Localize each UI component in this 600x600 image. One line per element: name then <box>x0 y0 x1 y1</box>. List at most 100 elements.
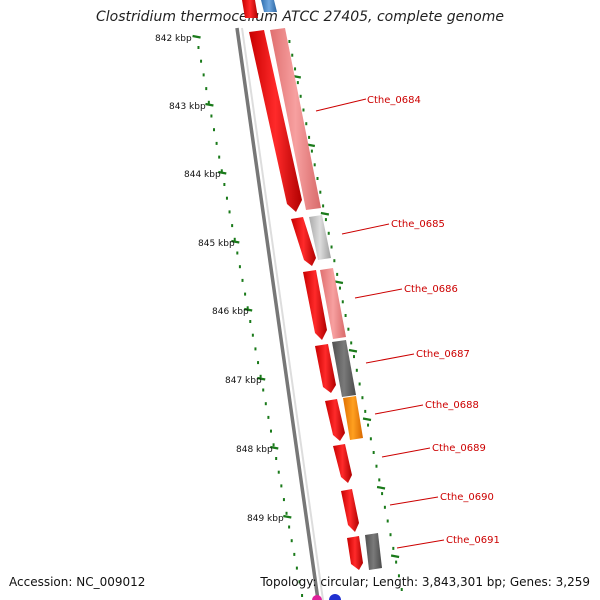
cds-category-blocks <box>261 0 382 570</box>
scale-major-tick <box>257 376 266 381</box>
outer-ring-dot <box>330 245 333 249</box>
accession-text: Accession: NC_009012 <box>9 575 146 589</box>
scale-dot <box>238 265 241 269</box>
scale-dot <box>200 59 203 63</box>
scale-dot <box>301 594 304 597</box>
scale-dot <box>293 552 296 556</box>
scale-dot <box>285 511 288 515</box>
outer-ring-dot <box>336 272 339 276</box>
scale-dot <box>267 415 270 419</box>
outer-ring-dot <box>355 368 358 372</box>
scale-label: 849 kbp <box>247 514 284 524</box>
scale-dot <box>277 470 280 474</box>
outer-ring-dot <box>400 588 403 591</box>
scale-dot <box>231 224 234 228</box>
scale-dot <box>259 374 262 378</box>
category-block-0684 <box>270 28 321 210</box>
outer-ring-dot <box>389 533 392 537</box>
outer-ring-dot <box>327 231 330 235</box>
leader-line-0689 <box>381 447 431 458</box>
cds-arrow-0686 <box>303 270 327 340</box>
scale-dot <box>298 580 301 584</box>
cds-arrow-0684 <box>249 30 302 212</box>
outer-ring-dot <box>291 53 294 57</box>
scale-dot <box>220 169 223 173</box>
outer-ring-tick <box>362 417 372 422</box>
outer-ring-dot <box>397 574 400 578</box>
outer-ring-dot <box>294 67 297 71</box>
cds-arrow-0688 <box>325 399 345 441</box>
category-block-0685 <box>309 215 331 260</box>
scale-dot <box>244 292 247 296</box>
outer-ring-dot <box>338 286 341 290</box>
scale-dot <box>288 525 291 529</box>
gene-label: Cthe_0685 <box>391 219 445 230</box>
leader-line-0685 <box>341 223 390 235</box>
gene-label: Cthe_0691 <box>446 535 500 546</box>
gene-label: Cthe_0689 <box>432 443 486 454</box>
scale-dot <box>202 73 205 77</box>
cds-arrow-0687 <box>315 344 336 393</box>
outer-ring-dot <box>381 492 384 496</box>
map-title: Clostridium thermocellum ATCC 27405, com… <box>96 9 504 25</box>
scale-label: 846 kbp <box>212 307 249 317</box>
scale-dot <box>282 498 285 502</box>
scale-dot <box>236 251 239 255</box>
leader-line-0684 <box>315 98 367 112</box>
outer-ring-dot <box>395 560 398 564</box>
outer-ring-tick <box>390 554 400 559</box>
outer-ring-dot <box>372 451 375 454</box>
scale-dot <box>249 320 252 323</box>
feature-dot-blue <box>329 594 341 600</box>
outer-ring-dot <box>358 382 361 386</box>
scale-dot <box>241 278 244 282</box>
scale-dot <box>257 361 260 365</box>
outer-ring-dot <box>378 478 381 482</box>
scale-labels: 842 kbp 843 kbp 844 kbp 845 kbp 846 kbp … <box>155 34 284 524</box>
gene-label: Cthe_0684 <box>367 95 421 106</box>
category-block-0691 <box>365 533 382 570</box>
backbone-line-outer <box>235 27 320 600</box>
category-block-0687 <box>332 340 356 397</box>
scale-label: 847 kbp <box>225 376 262 386</box>
scale-label: 844 kbp <box>184 170 221 180</box>
label-leader-lines <box>315 98 445 549</box>
outer-ring-dot <box>316 177 319 180</box>
outer-ring-tick <box>320 211 330 216</box>
outer-ring-dot <box>347 327 350 331</box>
outer-ring-dot <box>353 355 356 359</box>
cds-arrow-0691 <box>347 536 363 570</box>
outer-ring-dot <box>341 300 344 304</box>
scale-dot <box>197 46 200 49</box>
scale-label: 845 kbp <box>198 239 235 249</box>
outer-ring-dot <box>369 437 372 441</box>
outer-ring-dot <box>302 108 305 112</box>
scale-dot <box>246 306 249 310</box>
category-block-top <box>261 0 277 12</box>
scale-dot <box>251 333 254 337</box>
outer-ring-dot <box>364 409 367 413</box>
bottom-partial-features <box>312 594 341 600</box>
category-block-0688 <box>343 396 363 440</box>
leader-line-0690 <box>389 496 439 506</box>
outer-ring-tick <box>334 280 344 285</box>
cds-arrow-0689 <box>333 444 352 483</box>
scale-dots <box>197 46 304 597</box>
backbone-line-inner <box>241 27 324 600</box>
leader-line-0688 <box>374 404 424 415</box>
cds-strand-forward <box>242 0 363 570</box>
outer-ring-dot <box>313 163 316 167</box>
leader-line-0687 <box>365 353 415 364</box>
outer-ring-dot <box>288 40 291 43</box>
scale-dot <box>290 539 293 543</box>
scale-dot <box>205 87 208 91</box>
scale-dot <box>228 210 231 214</box>
scale-dot <box>213 128 216 132</box>
outer-ring-tick <box>348 348 358 353</box>
outer-ring-dot <box>324 218 327 222</box>
outer-ring-dot <box>392 546 395 550</box>
category-block-0686 <box>320 268 346 339</box>
outer-ring-dot <box>322 204 325 208</box>
scale-dot <box>264 402 267 406</box>
